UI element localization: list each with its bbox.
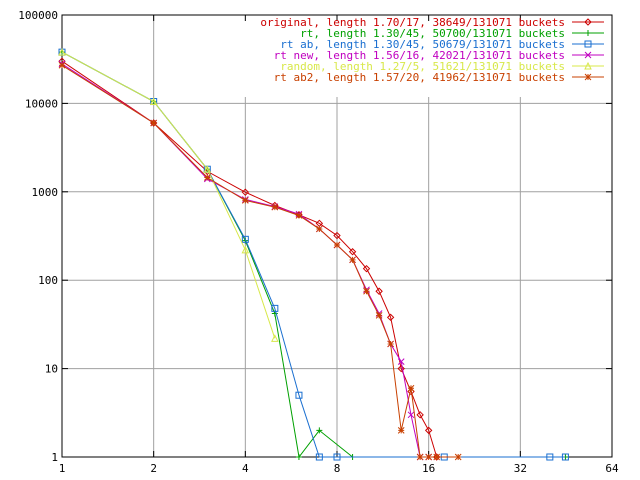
data-point	[271, 203, 279, 211]
legend-label: rt ab2, length 1.57/20, 41962/131071 buc…	[274, 71, 565, 84]
series-4	[58, 48, 279, 342]
data-point	[333, 241, 341, 249]
y-tick-label: 10000	[25, 97, 58, 110]
legend-marker	[585, 30, 591, 36]
x-tick-label: 4	[242, 462, 249, 475]
series-line	[61, 60, 438, 458]
legend-marker	[584, 40, 592, 48]
data-point	[333, 231, 341, 240]
y-tick-label: 1	[51, 451, 58, 464]
data-point	[241, 245, 250, 254]
data-point	[203, 165, 212, 173]
x-tick-label: 8	[334, 462, 341, 475]
legend-label: rt new, length 1.56/16, 42021/131071 buc…	[274, 49, 565, 62]
data-point	[387, 340, 394, 348]
axis-ticks: 1 2 4 8 16 32 64 1 10 100 1000 10000 100000	[18, 9, 619, 475]
data-point	[375, 287, 383, 295]
series-5	[58, 61, 462, 461]
data-point	[561, 453, 569, 461]
legend-marker	[584, 73, 592, 81]
data-point	[407, 384, 415, 392]
data-point	[397, 358, 405, 365]
data-point	[397, 364, 405, 373]
data-point	[241, 235, 249, 243]
data-point	[271, 304, 279, 312]
series-line	[61, 51, 276, 339]
data-point	[58, 61, 66, 69]
data-point	[397, 427, 405, 434]
legend-marker	[584, 18, 592, 26]
data-point	[546, 453, 554, 461]
data-point	[375, 312, 383, 319]
data-point	[271, 334, 279, 342]
data-point	[150, 119, 158, 127]
data-point	[241, 197, 249, 204]
data-point	[454, 453, 462, 461]
data-point	[316, 427, 323, 434]
data-point	[295, 391, 303, 399]
series-0	[58, 57, 441, 461]
series-line	[61, 64, 459, 458]
x-tick-label: 16	[422, 462, 435, 475]
y-tick-label: 10	[45, 363, 58, 376]
data-point	[333, 453, 341, 461]
legend-marker	[584, 61, 592, 70]
x-tick-label: 2	[150, 462, 157, 475]
data-point	[315, 225, 323, 233]
data-point	[424, 426, 433, 435]
y-tick-label: 100	[38, 274, 58, 287]
data-point	[433, 453, 441, 461]
data-point	[407, 411, 415, 419]
x-tick-label: 1	[59, 462, 66, 475]
data-point	[416, 453, 424, 461]
legend: original, length 1.70/17, 38649/131071 b…	[260, 16, 604, 84]
data-point	[315, 453, 323, 461]
data-point	[386, 313, 395, 322]
x-tick-label: 64	[605, 462, 619, 475]
data-point	[58, 48, 66, 56]
legend-marker	[584, 51, 592, 59]
data-point	[203, 174, 211, 181]
data-point	[149, 97, 158, 106]
y-tick-label: 1000	[32, 186, 59, 199]
data-point	[416, 411, 424, 419]
data-point	[295, 212, 303, 219]
legend-label: rt ab, length 1.30/45, 50679/131071 buck…	[280, 38, 565, 51]
series-lines	[58, 48, 569, 461]
y-tick-label: 100000	[18, 9, 58, 22]
data-point	[241, 188, 250, 196]
data-point	[295, 454, 302, 460]
legend-label: original, length 1.70/17, 38649/131071 b…	[260, 16, 565, 29]
data-point	[363, 287, 370, 295]
data-point	[425, 453, 433, 461]
grid	[62, 15, 612, 457]
legend-label: rt, length 1.30/45, 50700/131071 buckets	[300, 27, 565, 40]
data-point	[348, 248, 357, 256]
data-point	[349, 256, 356, 264]
data-point	[362, 264, 371, 273]
legend-label: random, length 1.27/5, 51621/131071 buck…	[280, 60, 565, 73]
x-tick-label: 32	[514, 462, 527, 475]
